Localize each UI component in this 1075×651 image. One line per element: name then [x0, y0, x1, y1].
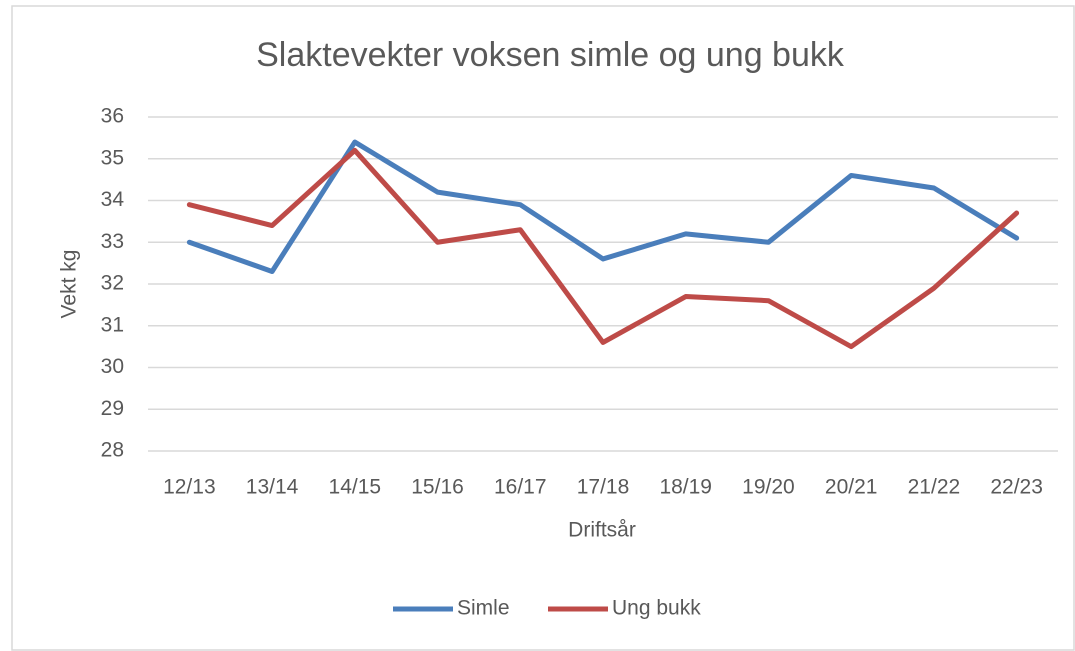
y-tick-label: 34: [101, 188, 125, 211]
x-tick-label: 20/21: [825, 476, 878, 499]
x-tick-label: 15/16: [411, 476, 464, 499]
x-tick-label: 22/23: [990, 476, 1043, 499]
x-tick-label: 13/14: [246, 476, 299, 499]
x-tick-label: 21/22: [908, 476, 961, 499]
y-tick-label: 28: [101, 439, 124, 462]
x-tick-label: 14/15: [329, 476, 382, 499]
y-tick-label: 35: [101, 146, 124, 169]
y-tick-label: 29: [101, 397, 124, 420]
y-tick-label: 31: [101, 313, 124, 336]
y-tick-label: 33: [101, 230, 124, 253]
y-tick-label: 36: [101, 105, 124, 128]
legend-label: Ung bukk: [612, 597, 701, 620]
series-line: [186, 147, 1020, 350]
y-tick-label: 32: [101, 272, 124, 295]
x-axis-label: Driftsår: [568, 519, 636, 542]
series-line: [186, 139, 1020, 274]
chart-border: [11, 5, 1075, 651]
chart-title: Slaktevekter voksen simle og ung bukk: [256, 36, 845, 74]
legend-label: Simle: [457, 597, 510, 620]
x-tick-label: 19/20: [742, 476, 795, 499]
y-axis-label: Vekt kg: [58, 250, 81, 319]
y-tick-label: 30: [101, 355, 124, 378]
x-tick-label: 18/19: [659, 476, 712, 499]
x-tick-label: 12/13: [163, 476, 216, 499]
x-tick-label: 17/18: [577, 476, 630, 499]
x-tick-label: 16/17: [494, 476, 547, 499]
